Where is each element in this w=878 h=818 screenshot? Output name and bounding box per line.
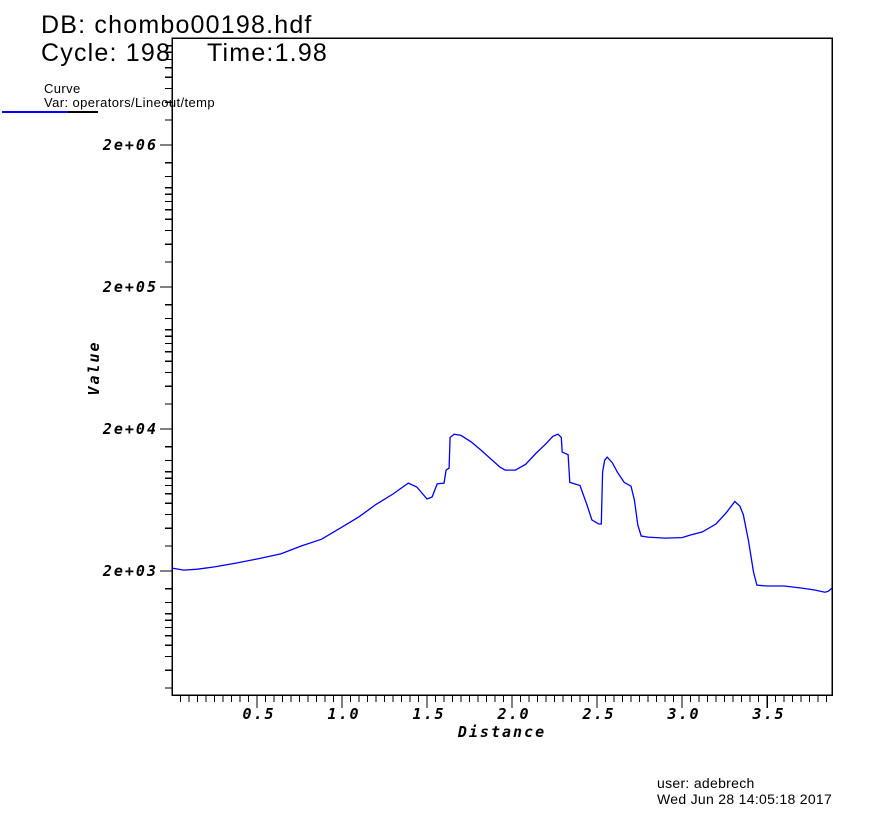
y-axis-title: Value [85,340,103,395]
x-axis-title: Distance [457,723,546,741]
y-tick-label: 2e+06 [102,136,158,154]
curve-line [171,433,833,593]
legend-var-label: Var: operators/Lineout/temp [44,95,215,110]
x-tick-label: 1.0 [327,705,360,723]
x-tick-label: 2.0 [496,705,530,723]
legend-title: Curve [44,81,81,96]
x-tick-label: 0.5 [242,705,275,723]
plot-border [171,37,833,696]
time-label: Time:1.98 [207,39,329,67]
y-tick-label: 2e+03 [102,562,158,580]
user-label: user: adebrech [657,775,755,791]
x-tick-label: 3.5 [752,705,786,723]
y-tick-label: 2e+04 [102,420,158,438]
timestamp-label: Wed Jun 28 14:05:18 2017 [657,791,833,807]
y-tick-label: 2e+05 [102,278,158,296]
legend-curve-sample-line [2,111,68,113]
cycle-label: Cycle: 198 [41,39,172,67]
x-tick-label: 3.0 [666,705,700,723]
x-tick-label: 1.5 [412,705,445,723]
x-tick-label: 2.5 [581,705,615,723]
database-title: DB: chombo00198.hdf [41,11,313,39]
legend-underline [68,111,98,113]
